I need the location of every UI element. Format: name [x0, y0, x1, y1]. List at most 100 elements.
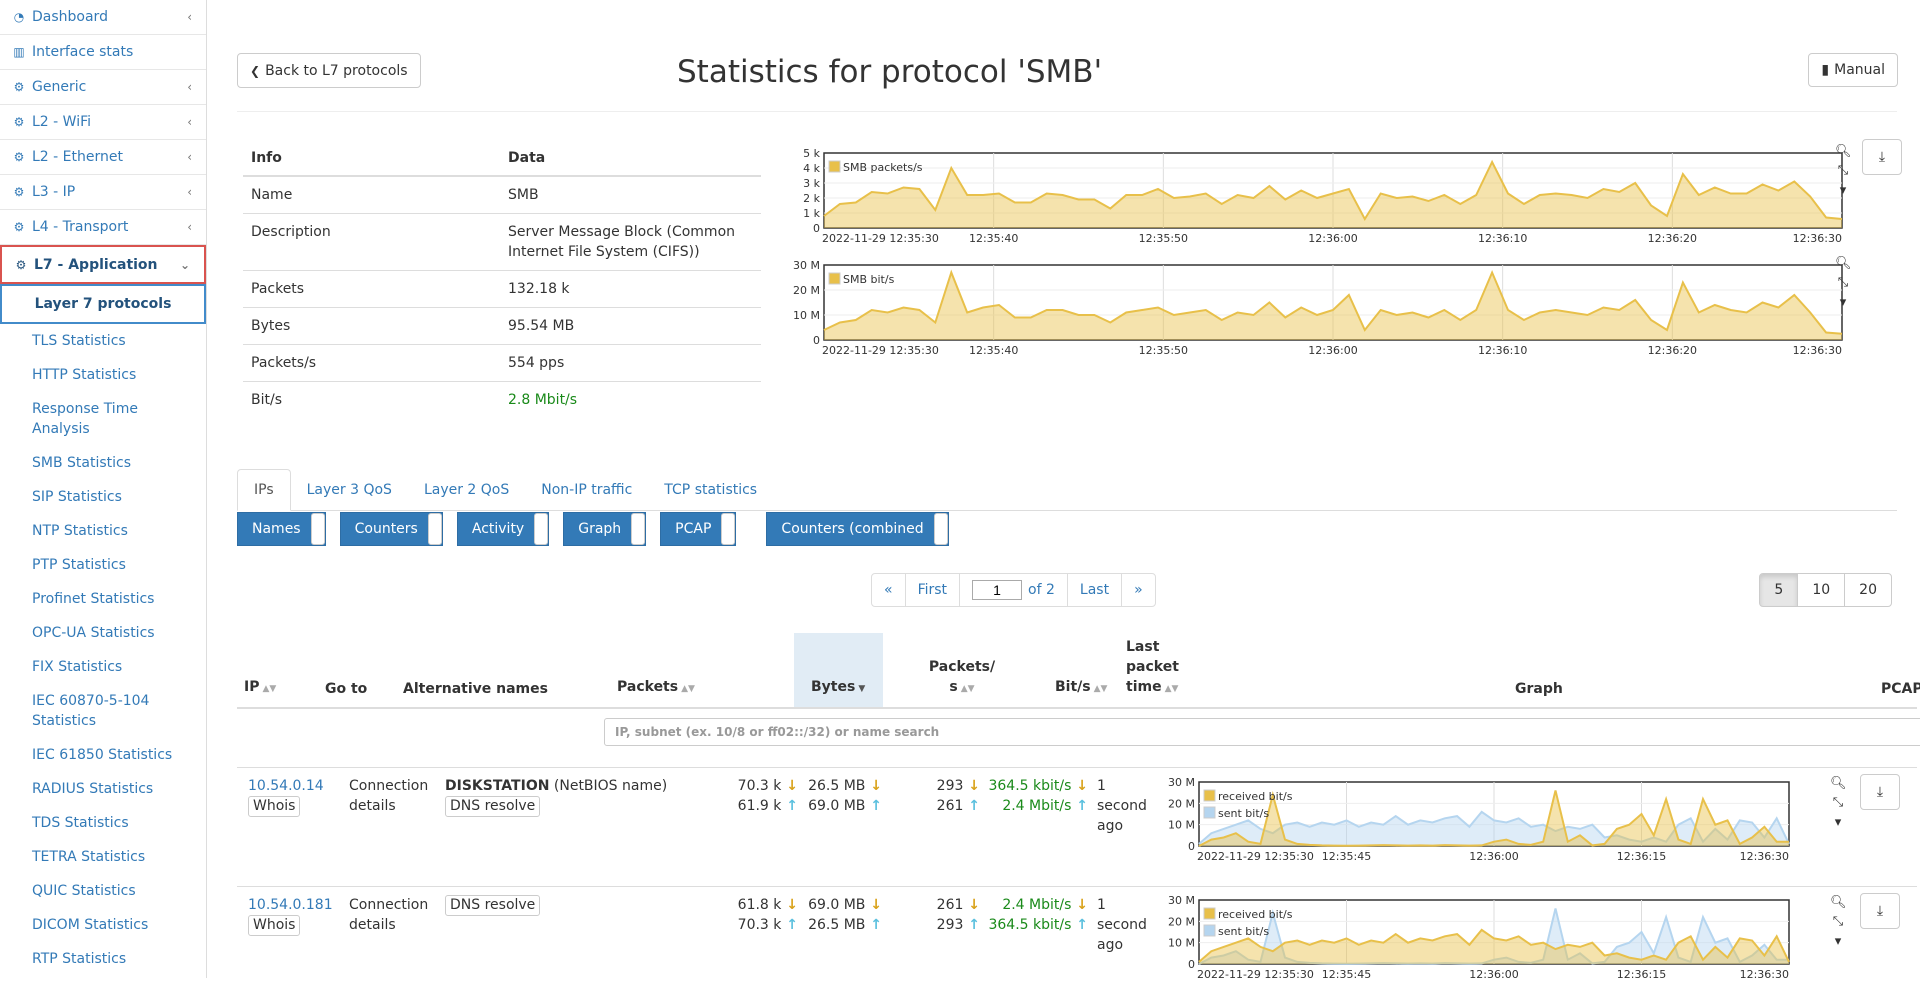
prev-page-button[interactable]: « [871, 573, 906, 607]
sidebar-child-tetra-statistics[interactable]: TETRA Statistics [32, 849, 146, 865]
arrow-down-icon: ↓ [781, 778, 798, 794]
sidebar-child-tds-statistics[interactable]: TDS Statistics [32, 815, 129, 831]
whois-button[interactable]: Whois [248, 796, 301, 817]
toggle-switch[interactable] [721, 513, 736, 545]
sidebar-item-l2-ethernet[interactable]: ⚙ L2 - Ethernet ‹ [0, 140, 206, 175]
page-size-10[interactable]: 10 [1797, 573, 1846, 607]
packets-column-header[interactable]: Packets ▲▼ [617, 679, 695, 695]
sidebar-child-smb-statistics[interactable]: SMB Statistics [32, 455, 132, 471]
connection-details-link[interactable]: Connection details [349, 778, 429, 814]
bytes-column-header[interactable]: Bytes ▼ [811, 679, 866, 695]
caret-down-icon[interactable]: ▾ [1839, 295, 1847, 310]
page-input[interactable] [972, 580, 1023, 600]
sidebar-item-l7-application[interactable]: ⚙ L7 - Application ⌄ [0, 245, 206, 284]
bytes-cell: 69.0 MB ↓ 26.5 MB ↑ [768, 895, 882, 935]
reset-zoom-icon[interactable]: ⤡ [1832, 795, 1844, 810]
alt-names-cell: DNS resolve [445, 895, 541, 916]
sidebar-child-dicom-statistics[interactable]: DICOM Statistics [32, 917, 149, 933]
hosts-table-header: IP ▲▼ Go to Alternative names Packets ▲▼ B… [237, 633, 1920, 709]
pps-column-header[interactable]: Packets/ s ▲▼ [928, 659, 996, 695]
tab-non-ip-traffic[interactable]: Non-IP traffic [541, 482, 633, 498]
sidebar-child-fix-statistics[interactable]: FIX Statistics [32, 659, 123, 675]
toggle-counters-combined[interactable]: Counters (combined [766, 512, 949, 546]
last-page-button[interactable]: Last [1066, 573, 1123, 607]
ip-link[interactable]: 10.54.0.181 [248, 897, 333, 913]
sidebar-child-http-statistics[interactable]: HTTP Statistics [32, 367, 137, 383]
caret-down-icon[interactable]: ▾ [1834, 815, 1842, 830]
toggle-graph[interactable]: Graph [563, 512, 647, 546]
sidebar-child-profinet-statistics[interactable]: Profinet Statistics [32, 591, 155, 607]
sidebar-child-sip-statistics[interactable]: SIP Statistics [32, 489, 122, 505]
sidebar-item-layer7-protocols[interactable]: Layer 7 protocols [0, 284, 206, 324]
sidebar-item-l4-transport[interactable]: ⚙ L4 - Transport ‹ [0, 210, 206, 245]
page-size-20[interactable]: 20 [1844, 573, 1892, 607]
sidebar-child-iec-61850-statistics[interactable]: IEC 61850 Statistics [32, 747, 173, 763]
bits-column-header[interactable]: Bit/s ▲▼ [1055, 679, 1108, 695]
sidebar-child-tls-statistics[interactable]: TLS Statistics [32, 333, 126, 349]
page-size-5[interactable]: 5 [1759, 573, 1799, 607]
toggle-switch[interactable] [427, 513, 442, 545]
toggle-switch[interactable] [534, 513, 549, 545]
toggle-label: Counters [354, 521, 418, 537]
toggle-counters[interactable]: Counters [339, 512, 443, 546]
sidebar-item-generic[interactable]: ⚙ Generic ‹ [0, 70, 206, 105]
ip-link[interactable]: 10.54.0.14 [248, 778, 324, 794]
sidebar-child-radius-statistics[interactable]: RADIUS Statistics [32, 781, 154, 797]
y-tick-label: 10 M [1168, 937, 1195, 950]
sidebar-item-dashboard[interactable]: ◔ Dashboard ‹ [0, 0, 206, 35]
dns-resolve-button[interactable]: DNS resolve [445, 796, 541, 817]
zoom-icon[interactable]: 🔍︎ [1830, 776, 1847, 791]
sidebar-child-ntp-statistics[interactable]: NTP Statistics [32, 523, 128, 539]
info-key: Description [243, 213, 500, 271]
sidebar-item-l2-wifi[interactable]: ⚙ L2 - WiFi ‹ [0, 105, 206, 140]
protocol-info-table: Info Data Name SMB Description Server Mes… [243, 141, 761, 418]
sidebar-child-rtp-statistics[interactable]: RTP Statistics [32, 951, 127, 967]
tab-ips[interactable]: IPs [237, 469, 291, 511]
sidebar-item-label: Layer 7 protocols [34, 296, 172, 312]
zoom-icon[interactable]: 🔍︎ [1835, 256, 1852, 271]
last-packet-column-header[interactable]: Last packet time ▲▼ [1126, 639, 1179, 695]
next-page-button[interactable]: » [1121, 573, 1156, 607]
pcap-download-button[interactable]: ⤓ [1860, 774, 1900, 810]
chevron-down-icon: ⌄ [179, 257, 190, 272]
sidebar-child-quic-statistics[interactable]: QUIC Statistics [32, 883, 136, 899]
toggle-switch[interactable] [310, 513, 325, 545]
pps-sent: 261 [936, 798, 964, 814]
caret-down-icon[interactable]: ▾ [1839, 183, 1847, 198]
dns-resolve-button[interactable]: DNS resolve [445, 895, 541, 916]
zoom-icon[interactable]: 🔍︎ [1830, 895, 1847, 910]
host-graph: 2022-11-29 12:35:30 12:35:45 12:36:00 12:36… [1168, 894, 1790, 981]
first-page-button[interactable]: First [904, 573, 961, 607]
host-search-input[interactable]: IP, subnet (ex. 10/8 or ff02::/32) or na… [604, 718, 1920, 746]
tab-tcp-statistics[interactable]: TCP statistics [664, 482, 758, 498]
sidebar-child-response-time-analysis[interactable]: Response Time Analysis [32, 401, 138, 437]
toggle-activity[interactable]: Activity [456, 512, 550, 546]
sidebar-child-opc-ua-statistics[interactable]: OPC-UA Statistics [32, 625, 155, 641]
toggle-switch[interactable] [933, 513, 948, 545]
arrow-up-icon: ↑ [865, 798, 882, 814]
legend-label: sent bit/s [1218, 925, 1269, 938]
download-icon: ⤓ [1878, 149, 1886, 165]
sidebar-item-l3-ip[interactable]: ⚙ L3 - IP ‹ [0, 175, 206, 210]
pcap-download-button[interactable]: ⤓ [1860, 893, 1900, 929]
zoom-icon[interactable]: 🔍︎ [1835, 144, 1852, 159]
toggle-switch[interactable] [631, 513, 646, 545]
whois-button[interactable]: Whois [248, 915, 301, 936]
caret-down-icon[interactable]: ▾ [1834, 934, 1842, 949]
sidebar-item-interface-stats[interactable]: ▥ Interface stats [0, 35, 206, 70]
download-button[interactable]: ⤓ [1862, 139, 1902, 175]
toggle-pcap[interactable]: PCAP [660, 512, 737, 546]
bits-received: 364.5 kbit/s [988, 778, 1072, 794]
connection-details-link[interactable]: Connection details [349, 897, 429, 933]
sidebar-child-ptp-statistics[interactable]: PTP Statistics [32, 557, 126, 573]
reset-zoom-icon[interactable]: ⤡ [1837, 275, 1849, 290]
tab-layer-3-qos[interactable]: Layer 3 QoS [306, 482, 392, 498]
reset-zoom-icon[interactable]: ⤡ [1837, 163, 1849, 178]
ip-column-header[interactable]: IP ▲▼ [244, 679, 277, 695]
reset-zoom-icon[interactable]: ⤡ [1832, 914, 1844, 929]
toggle-names[interactable]: Names [237, 512, 326, 546]
sidebar-child-iec-60870-5-104-statistics[interactable]: IEC 60870-5-104 Statistics [32, 693, 150, 729]
manual-button[interactable]: ▮ Manual [1808, 53, 1898, 87]
back-button[interactable]: ❮ Back to L7 protocols [237, 53, 421, 88]
tab-layer-2-qos[interactable]: Layer 2 QoS [423, 482, 510, 498]
